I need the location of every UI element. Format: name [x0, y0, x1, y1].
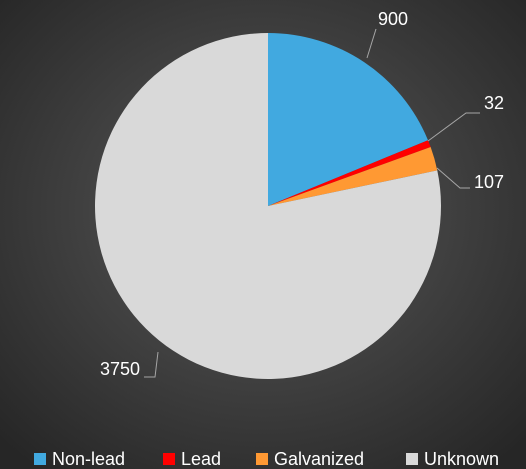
- legend-label: Unknown: [424, 449, 499, 469]
- pie-slice: [95, 33, 442, 379]
- legend-swatch: [256, 453, 268, 465]
- legend-swatch: [34, 453, 46, 465]
- legend-swatch: [163, 453, 175, 465]
- legend-label: Lead: [181, 449, 221, 469]
- legend-label: Galvanized: [274, 449, 364, 469]
- leader-line: [144, 351, 159, 378]
- pie-slice: [268, 140, 431, 206]
- legend-swatch: [406, 453, 418, 465]
- data-label: 107: [474, 172, 504, 192]
- leader-line: [366, 28, 377, 59]
- pie-slice: [268, 147, 438, 206]
- leader-line: [436, 167, 470, 189]
- leader-line: [427, 112, 480, 142]
- legend-label: Non-lead: [52, 449, 125, 469]
- data-label: 3750: [100, 359, 140, 379]
- data-label: 900: [378, 9, 408, 29]
- data-label: 32: [484, 93, 504, 113]
- pie-slice: [268, 33, 429, 206]
